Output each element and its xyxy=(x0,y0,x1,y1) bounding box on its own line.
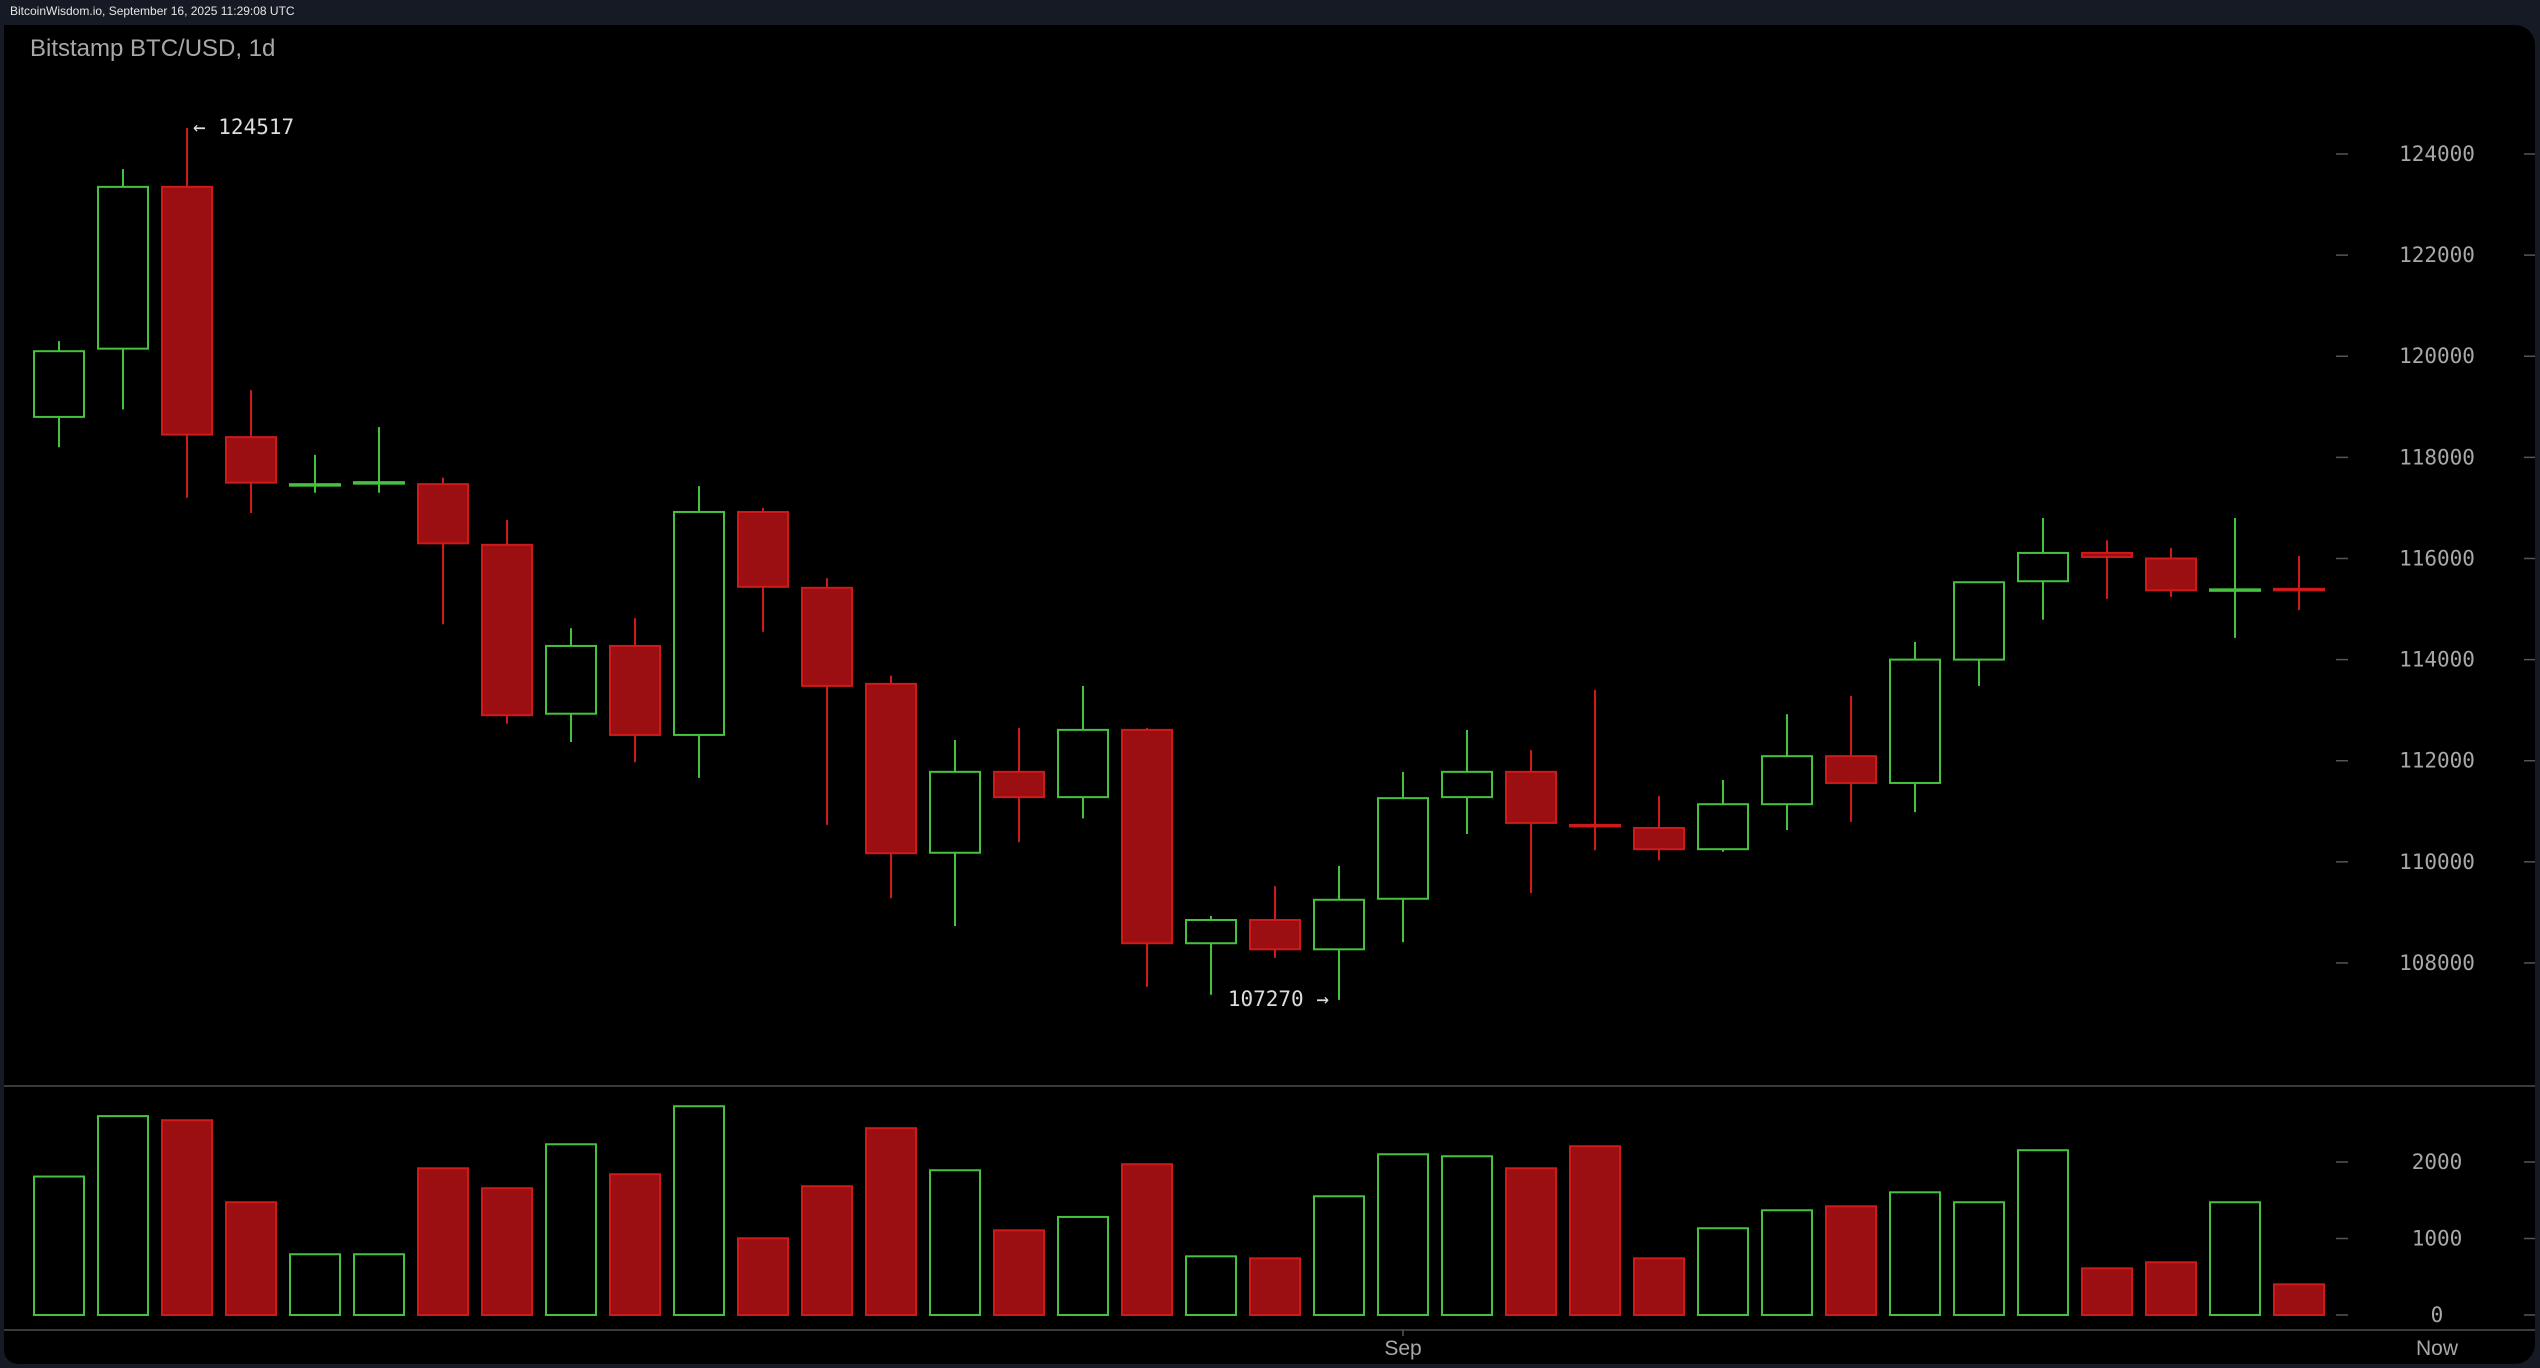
volume-label: 2000 xyxy=(2412,1150,2463,1174)
candle-doji xyxy=(2273,587,2325,592)
volume-bar xyxy=(1633,1257,1685,1316)
volume-bar xyxy=(1377,1153,1429,1317)
candlestick-chart[interactable]: 124000 122000 120000 118000 116000 114000 1120… xyxy=(4,25,2535,1364)
volume-bar xyxy=(2273,1283,2325,1316)
candle-body xyxy=(801,586,853,687)
candle-body xyxy=(1633,826,1685,851)
candle-body xyxy=(609,644,661,736)
volume-bar xyxy=(481,1187,533,1316)
volume-bar xyxy=(545,1143,597,1316)
volume-bar xyxy=(97,1115,149,1316)
candle-body xyxy=(2081,551,2133,558)
volume-bar xyxy=(609,1173,661,1316)
x-label-now: Now xyxy=(2416,1337,2459,1360)
volume-bar xyxy=(1441,1155,1493,1316)
candle-body xyxy=(1057,728,1109,799)
volume-bar xyxy=(865,1127,917,1317)
volume-bar xyxy=(353,1253,405,1317)
volume-label: 1000 xyxy=(2412,1227,2463,1251)
price-label: 124000 xyxy=(2399,142,2475,166)
volume-bar xyxy=(225,1201,277,1317)
candle-body xyxy=(865,682,917,855)
candle-body xyxy=(1121,728,1173,945)
candle-doji xyxy=(2209,588,2261,592)
candle-body xyxy=(97,185,149,350)
candle-doji xyxy=(353,481,405,485)
price-label: 120000 xyxy=(2399,344,2475,368)
volume-bar xyxy=(2081,1267,2133,1316)
volume-bar xyxy=(1889,1191,1941,1316)
candle-body xyxy=(1441,770,1493,799)
candle-doji xyxy=(1569,823,1621,828)
candle-body xyxy=(1377,797,1429,900)
candle-body xyxy=(545,644,597,715)
candle-body xyxy=(1697,803,1749,851)
watermark: BitcoinWisdom.io, September 16, 2025 11:… xyxy=(10,4,295,18)
volume-bar xyxy=(33,1175,85,1317)
candle-body xyxy=(481,543,533,717)
price-label: 122000 xyxy=(2399,243,2475,267)
price-label: 112000 xyxy=(2399,749,2475,773)
candle-body xyxy=(1825,755,1877,784)
candle-body xyxy=(993,770,1045,799)
price-label: 108000 xyxy=(2399,951,2475,975)
candle-body xyxy=(417,483,469,545)
candle-body xyxy=(673,510,725,736)
volume-bar xyxy=(1505,1167,1557,1316)
candle-body xyxy=(1889,658,1941,784)
price-label: 114000 xyxy=(2399,648,2475,672)
volume-bar xyxy=(1121,1163,1173,1316)
candle-body xyxy=(1313,898,1365,951)
candle-body xyxy=(1185,918,1237,945)
volume-bar xyxy=(1697,1227,1749,1317)
candle-body xyxy=(1761,755,1813,806)
candle-body xyxy=(2145,557,2197,592)
volume-bar xyxy=(929,1169,981,1316)
x-label-sep: Sep xyxy=(1384,1337,1421,1360)
volume-bar xyxy=(673,1105,725,1316)
candle-body xyxy=(929,770,981,854)
price-label: 118000 xyxy=(2399,445,2475,469)
price-label: 116000 xyxy=(2399,546,2475,570)
candle-body xyxy=(1249,918,1301,951)
candle-body xyxy=(737,510,789,588)
chart-panel[interactable]: 124000 122000 120000 118000 116000 114000 1120… xyxy=(4,25,2535,1364)
volume-bar xyxy=(1825,1205,1877,1316)
volume-bar xyxy=(161,1119,213,1316)
candle-doji xyxy=(289,483,341,487)
candle-body xyxy=(161,185,213,436)
volume-label: 0 xyxy=(2431,1303,2444,1327)
volume-bar xyxy=(1185,1255,1237,1316)
candle-body xyxy=(2017,551,2069,583)
volume-bar xyxy=(1761,1209,1813,1316)
candle-body xyxy=(1505,770,1557,824)
price-label: 110000 xyxy=(2399,850,2475,874)
low-annotation: 107270 → xyxy=(1228,987,1329,1011)
volume-bar xyxy=(417,1167,469,1316)
volume-bar xyxy=(289,1253,341,1317)
high-annotation: ← 124517 xyxy=(193,115,294,139)
volume-bar xyxy=(2017,1149,2069,1316)
volume-bar xyxy=(1057,1215,1109,1316)
volume-bar xyxy=(737,1237,789,1317)
volume-bar xyxy=(2145,1261,2197,1317)
chart-title: Bitstamp BTC/USD, 1d xyxy=(30,35,276,62)
candle-body xyxy=(225,436,277,484)
volume-bar xyxy=(2209,1201,2261,1317)
volume-bar xyxy=(1313,1195,1365,1316)
candle-body xyxy=(33,350,85,418)
volume-bar xyxy=(993,1229,1045,1316)
volume-bar xyxy=(1569,1145,1621,1316)
volume-bar xyxy=(801,1185,853,1316)
volume-bar xyxy=(1249,1257,1301,1316)
volume-bar xyxy=(1953,1201,2005,1317)
candle-body xyxy=(1953,581,2005,661)
